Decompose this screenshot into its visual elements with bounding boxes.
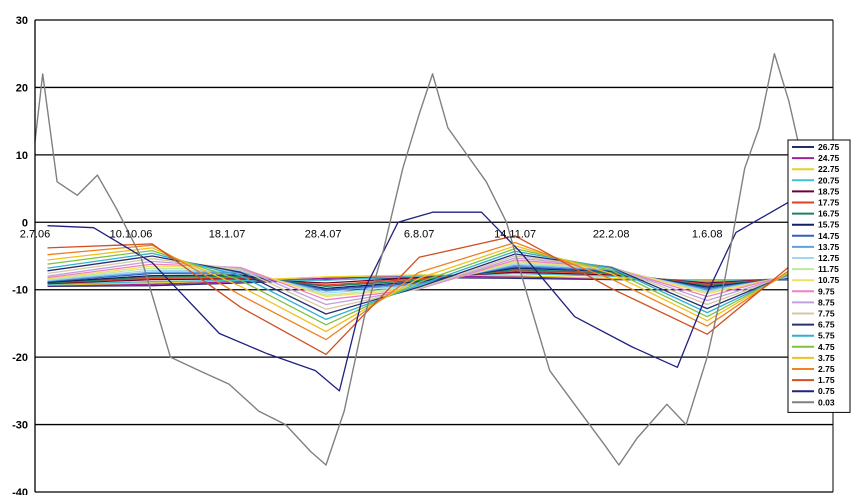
legend-label-11.75: 11.75 <box>818 264 839 274</box>
x-tick-label: 10.10.06 <box>110 228 153 240</box>
legend-label-26.75: 26.75 <box>818 142 840 152</box>
y-tick-label: 30 <box>16 15 28 27</box>
series-layer <box>34 53 820 466</box>
series-line-0.03 <box>34 53 820 466</box>
legend-label-24.75: 24.75 <box>818 153 840 163</box>
legend-label-0.03: 0.03 <box>818 397 835 407</box>
legend-label-22.75: 22.75 <box>818 164 840 174</box>
legend-label-5.75: 5.75 <box>818 331 835 341</box>
x-tick-labels: 2.7.06 10.10.06 18.1.07 28.4.07 6.8.07 14.11.… <box>20 228 819 240</box>
legend-label-9.75: 9.75 <box>818 286 835 296</box>
x-tick-label: 2.7.06 <box>20 228 51 240</box>
x-tick-label: 6.8.07 <box>404 228 435 240</box>
legend-label-8.75: 8.75 <box>818 297 835 307</box>
legend-label-6.75: 6.75 <box>818 320 835 330</box>
series-line-13.75 <box>47 264 819 292</box>
legend-label-0.75: 0.75 <box>818 386 835 396</box>
series-line-2.75 <box>47 241 819 341</box>
legend-label-14.75: 14.75 <box>818 231 840 241</box>
legend-box <box>787 139 851 413</box>
legend-label-16.75: 16.75 <box>818 209 840 219</box>
y-tick-label: -40 <box>12 487 28 495</box>
y-tick-label: 0 <box>22 217 28 229</box>
legend-label-17.75: 17.75 <box>818 198 840 208</box>
series-line-1.75 <box>47 235 820 356</box>
legend-label-12.75: 12.75 <box>818 253 840 263</box>
x-tick-label: 28.4.07 <box>305 228 342 240</box>
legend-label-20.75: 20.75 <box>818 175 840 185</box>
legend-label-2.75: 2.75 <box>818 364 835 374</box>
legend-label-3.75: 3.75 <box>818 353 835 363</box>
legend-label-13.75: 13.75 <box>818 242 840 252</box>
legend-label-10.75: 10.75 <box>818 275 840 285</box>
x-tick-label: 14.11.07 <box>494 228 536 240</box>
y-tick-label: -10 <box>12 285 28 297</box>
y-tick-labels: 30 20 10 0 -10 -20 -30 -40 <box>12 15 28 495</box>
legend-label-15.75: 15.75 <box>818 220 840 230</box>
y-tick-label: 10 <box>16 150 28 162</box>
y-tick-label: -20 <box>12 352 28 364</box>
legend-label-18.75: 18.75 <box>818 186 840 196</box>
legend-label-7.75: 7.75 <box>818 309 835 319</box>
legend-label-4.75: 4.75 <box>818 342 835 352</box>
grid-lines <box>35 19 833 493</box>
y-tick-label: -30 <box>12 420 28 432</box>
y-tick-label: 20 <box>16 82 28 94</box>
legend-label-1.75: 1.75 <box>818 375 835 385</box>
x-tick-label: 22.2.08 <box>593 228 630 240</box>
series-line-15.75 <box>47 267 819 290</box>
x-tick-label: 1.6.08 <box>692 228 723 240</box>
x-tick-label: 18.1.07 <box>209 228 246 240</box>
series-line-0.75 <box>47 201 819 392</box>
series-line-3.75 <box>47 245 819 333</box>
